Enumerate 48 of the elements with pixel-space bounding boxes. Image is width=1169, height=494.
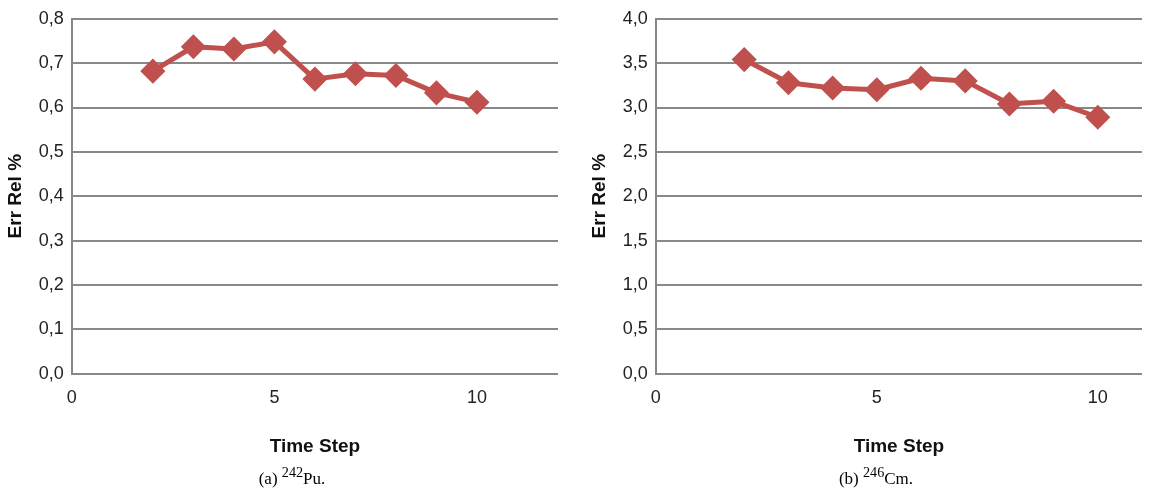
y-axis-title: Err Rel %	[3, 153, 25, 239]
y-tick-label: 0,1	[38, 318, 64, 339]
y-tick-label: 0,4	[38, 185, 64, 206]
x-axis-title: Time Step	[269, 434, 361, 456]
point	[1086, 105, 1110, 129]
point	[424, 81, 448, 105]
point	[776, 71, 800, 95]
point	[997, 92, 1021, 116]
y-tick-label: 2,0	[622, 185, 648, 206]
point	[222, 37, 246, 61]
y-tick-label: 0,3	[38, 229, 64, 250]
x-tick-label: 10	[466, 387, 487, 408]
y-tick-label: 3,0	[622, 96, 648, 117]
point	[953, 69, 977, 93]
y-axis-title: Err Rel %	[587, 153, 609, 239]
y-tick-label: 0,8	[38, 7, 64, 28]
x-tick-label: 10	[1087, 387, 1108, 408]
point	[262, 30, 286, 54]
point	[141, 59, 165, 83]
point	[1042, 89, 1066, 113]
point	[865, 78, 889, 102]
x-tick-label: 5	[871, 387, 882, 408]
point	[303, 67, 327, 91]
y-tick-label: 0,7	[38, 52, 64, 73]
x-axis-title: Time Step	[853, 434, 945, 456]
text: (b) $^{246}$Cm.	[837, 464, 915, 489]
y-tick-label: 1,5	[622, 229, 648, 250]
y-tick-label: 4,0	[622, 7, 648, 28]
y-tick-label: 0,2	[38, 273, 64, 294]
y-tick-label: 1,0	[622, 273, 648, 294]
point	[181, 35, 205, 59]
x-tick-label: 0	[650, 387, 661, 408]
point	[732, 48, 756, 72]
point	[909, 66, 933, 90]
y-tick-label: 0,0	[38, 362, 64, 383]
y-tick-label: 3,5	[622, 52, 648, 73]
text: (a) $^{242}$Pu.	[257, 464, 327, 489]
y-tick-label: 2,5	[622, 140, 648, 161]
point	[384, 64, 408, 88]
x-tick-label: 5	[269, 387, 280, 408]
point	[343, 62, 367, 86]
y-tick-label: 0,0	[622, 362, 648, 383]
x-tick-label: 0	[66, 387, 77, 408]
y-tick-label: 0,6	[38, 96, 64, 117]
y-tick-label: 0,5	[38, 140, 64, 161]
y-tick-label: 0,5	[622, 318, 648, 339]
point	[821, 76, 845, 100]
point	[465, 90, 489, 114]
